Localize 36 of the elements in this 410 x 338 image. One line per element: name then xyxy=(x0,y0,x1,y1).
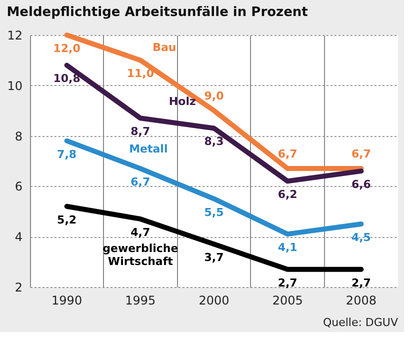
chart-title: Meldepflichtige Arbeitsunfälle in Prozent xyxy=(6,5,308,20)
data-label: 2,7 xyxy=(351,276,371,290)
x-tick-label: 1995 xyxy=(125,294,156,308)
data-label: 6,7 xyxy=(130,176,150,189)
series-label: Metall xyxy=(129,142,168,156)
data-label: 8,7 xyxy=(130,125,150,138)
data-label: 6,7 xyxy=(278,148,298,161)
series-label: Holz xyxy=(168,95,196,108)
series-label: Bau xyxy=(152,41,176,54)
y-tick-label: 6 xyxy=(14,180,22,194)
data-label: 12,0 xyxy=(53,42,81,55)
y-tick-label: 4 xyxy=(14,230,22,244)
data-label: 9,0 xyxy=(204,90,224,103)
data-label: 8,3 xyxy=(204,135,224,148)
data-label: 2,7 xyxy=(278,276,298,290)
data-label: 6,6 xyxy=(351,178,372,192)
data-label: 11,0 xyxy=(126,67,154,80)
y-tick-label: 2 xyxy=(14,280,22,294)
x-tick-label: 2005 xyxy=(272,294,303,308)
data-label: 5,2 xyxy=(57,213,77,226)
data-label: 4,5 xyxy=(351,231,371,244)
data-label: 4,1 xyxy=(278,241,298,254)
data-label: 6,7 xyxy=(351,148,371,161)
x-tick-label: 2000 xyxy=(198,294,230,308)
source-note: Quelle: DGUV xyxy=(322,316,398,329)
series-label: gewerbliche Wirtschaft xyxy=(102,242,178,268)
y-tick-label: 8 xyxy=(14,129,22,144)
y-tick-label: 12 xyxy=(7,28,22,42)
x-tick-label: 2008 xyxy=(346,294,376,308)
data-label: 3,7 xyxy=(204,251,224,264)
x-tick-label: 1990 xyxy=(52,294,82,308)
data-label: 4,7 xyxy=(130,226,150,239)
data-label: 7,8 xyxy=(57,148,77,161)
data-label: 5,5 xyxy=(204,206,224,219)
y-tick-label: 10 xyxy=(7,78,22,93)
data-label: 6,2 xyxy=(278,188,298,202)
